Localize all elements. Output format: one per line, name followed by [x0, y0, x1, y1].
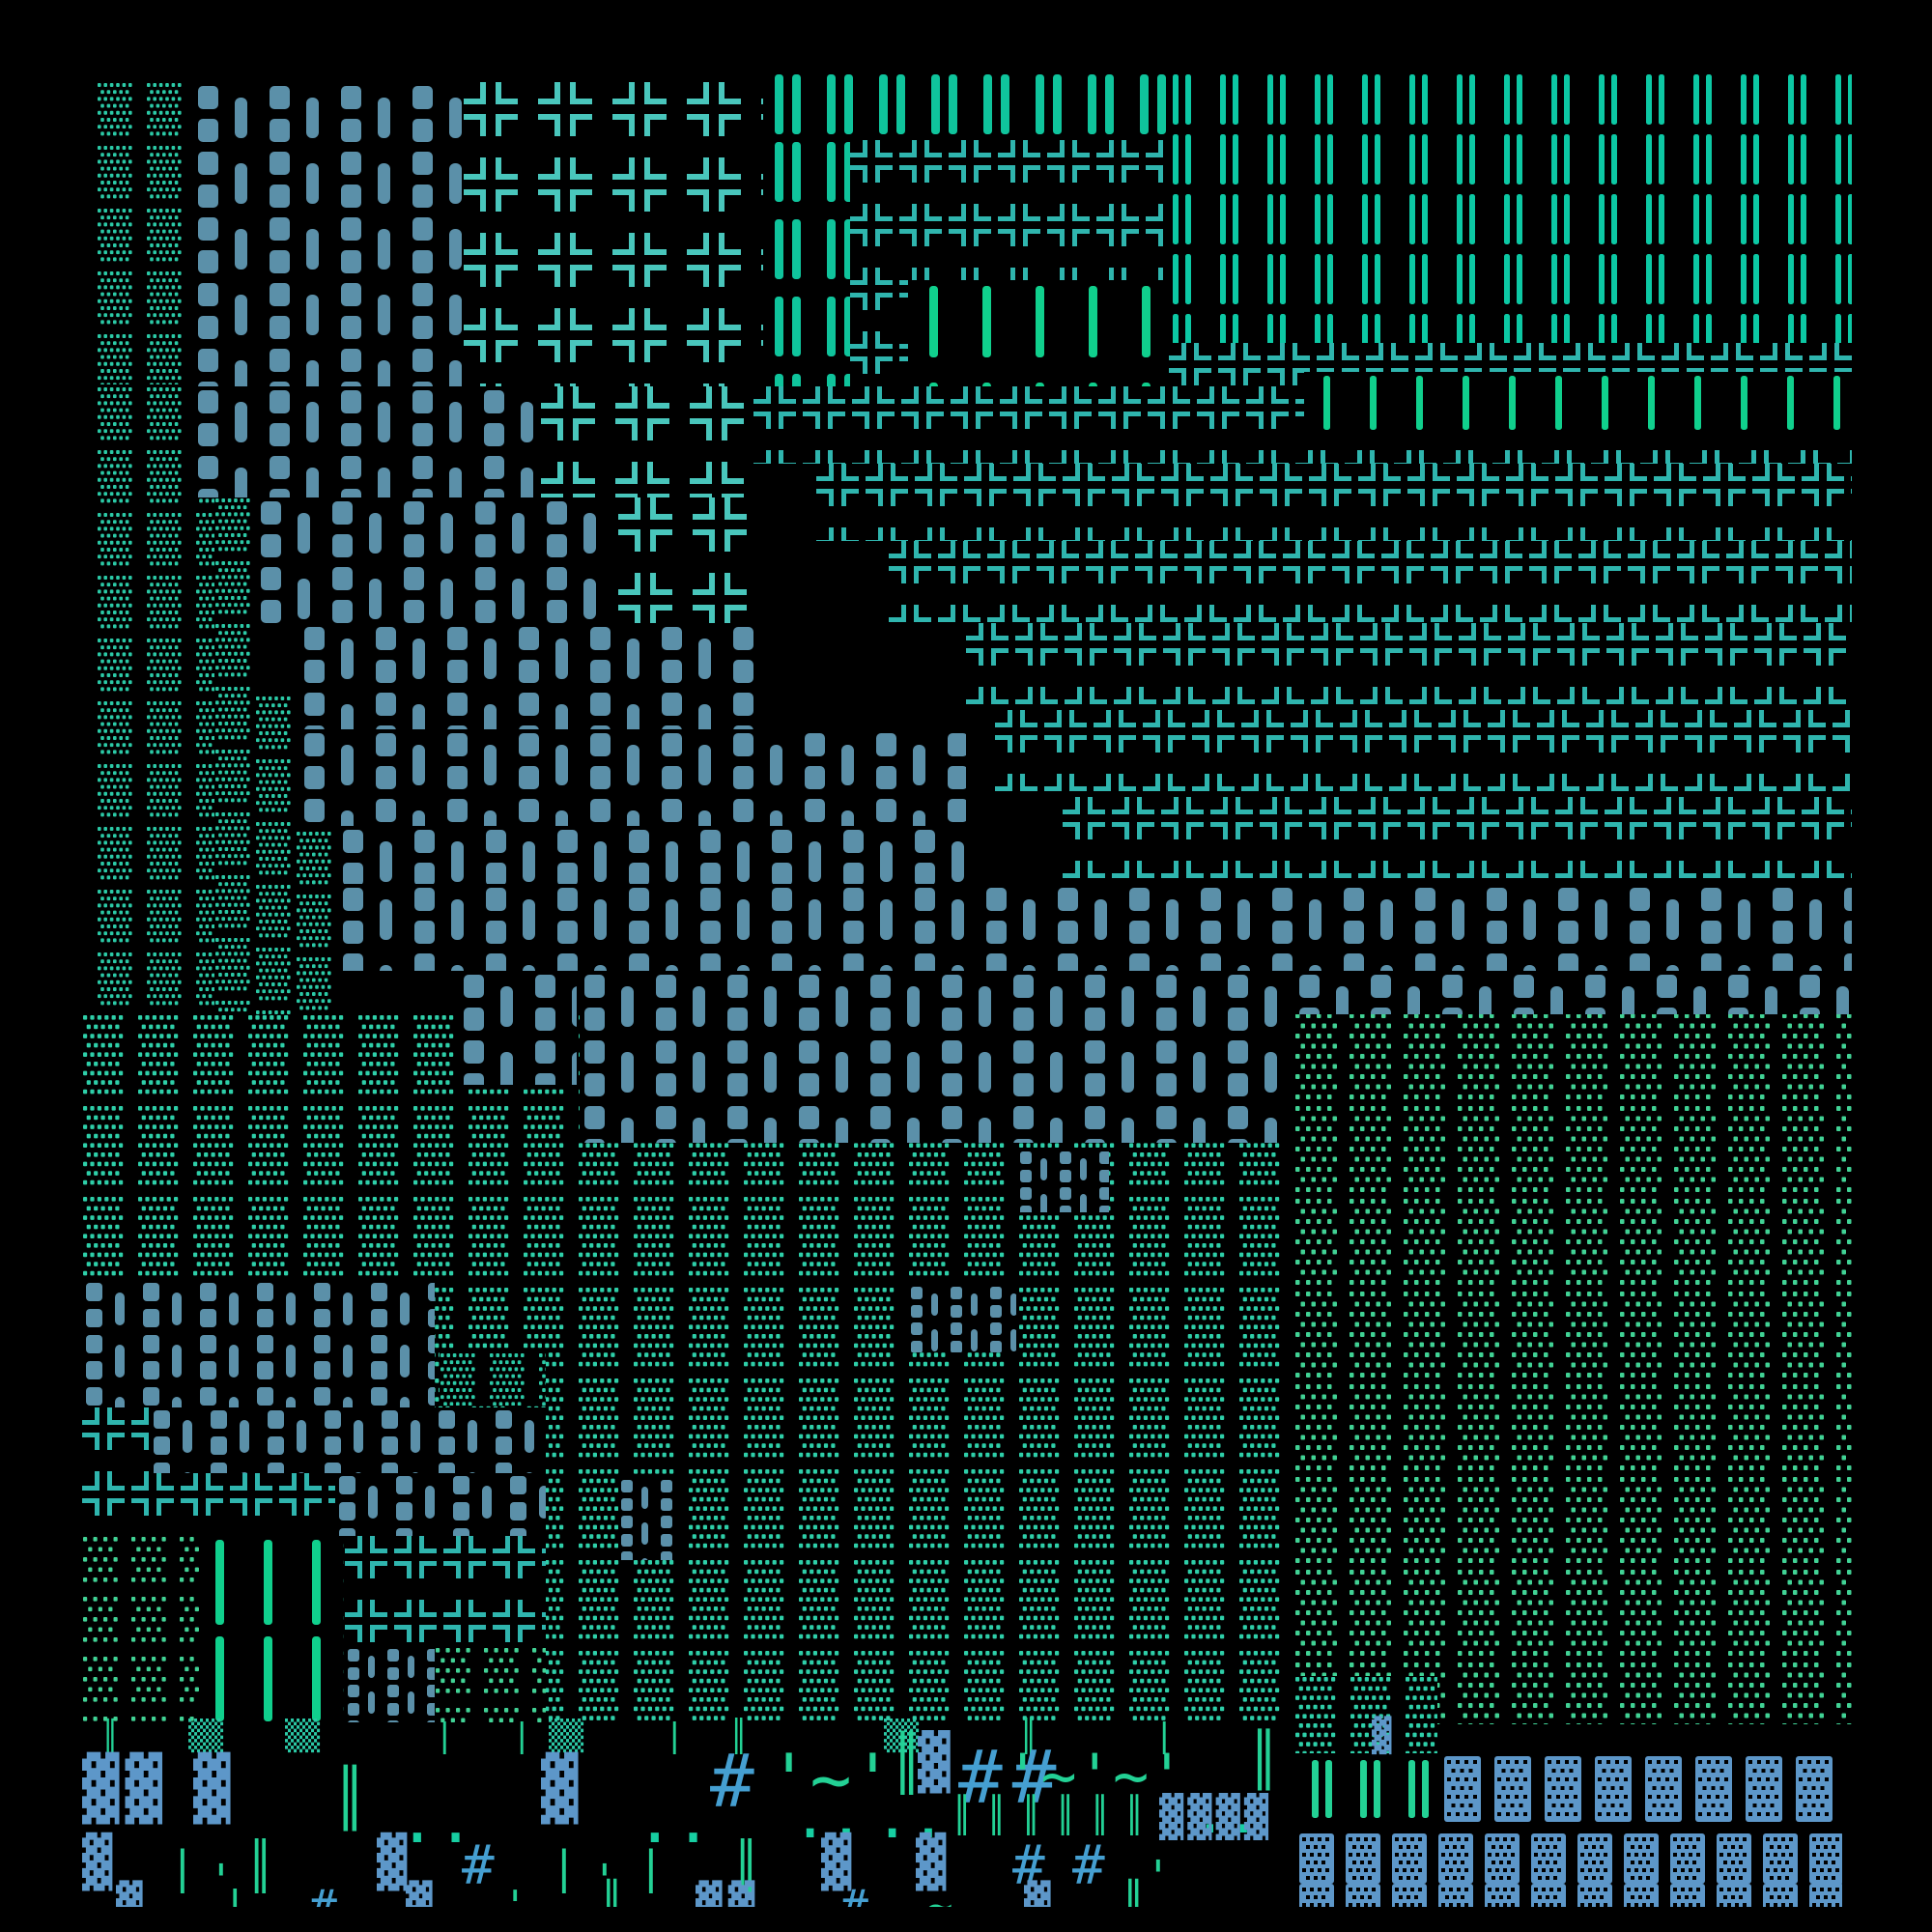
glyph-run-glyph-row-1: .. — [398, 1783, 475, 1858]
texture-tile-field-dots-topleft-a — [97, 82, 201, 384]
glyph-run-glyph-row-1: .. — [792, 1781, 865, 1852]
texture-tile-blue-band-5 — [299, 729, 966, 826]
texture-tile-cross-med-8 — [1063, 797, 1852, 884]
glyph-run-remnant-row: ║ — [1019, 1718, 1038, 1754]
texture-tile-cross-big-3 — [618, 497, 753, 623]
glyph-run-glyph-row-1: ║ — [891, 1732, 923, 1795]
glyph-run-glyph-row-2: ║ — [246, 1839, 274, 1893]
glyph-run-glyph-row-1: # — [710, 1738, 754, 1824]
glyph-run-glyph-row-2: ▓ — [916, 1833, 947, 1891]
glyph-run-glyph-row-1: ▓ — [193, 1753, 231, 1825]
glyph-run-remnant-row: ▒▒ — [549, 1719, 584, 1753]
glyph-run-glyph-row-1: ║ — [1248, 1729, 1280, 1790]
texture-tile-cross-big-2 — [541, 386, 753, 497]
texture-tile-blue-band-4 — [299, 623, 753, 729]
glyph-run-remnant-row: | — [512, 1717, 532, 1755]
glyph-run-glyph-row-1: ▓▓ — [82, 1753, 169, 1825]
texture-tile-stair-dots-3 — [296, 831, 338, 1014]
texture-tile-jumble-cross-1 — [82, 1407, 150, 1473]
texture-tile-stair-dots-1 — [214, 497, 257, 1014]
glyph-run-glyph-row-2: ║║║║║║ — [952, 1796, 1159, 1835]
texture-tile-dbar-med-2 — [763, 140, 850, 386]
texture-tile-cross-med-6 — [966, 623, 1852, 710]
texture-tile-jumble-blue-2 — [150, 1407, 546, 1473]
texture-tile-jumble-dots-1 — [440, 1352, 546, 1406]
texture-tile-dbar-med-1 — [763, 72, 1179, 140]
texture-tile-jumble-cross-3 — [345, 1536, 546, 1647]
texture-tile-weave-row-2 — [1299, 1833, 1842, 1891]
texture-tile-row-dbar-green — [1306, 1758, 1432, 1828]
glyph-run-glyph-row-2: | — [638, 1841, 665, 1893]
texture-tile-dbar-fine-topright — [1169, 72, 1852, 343]
glyph-run-remnant-row: | — [665, 1717, 685, 1755]
texture-tile-sbar-patch-2 — [1304, 372, 1852, 444]
texture-tile-blue-band-8 — [459, 971, 577, 1085]
glyph-run-glyph-row-1: '~' — [768, 1739, 895, 1820]
glyph-run-glyph-row-1: ## — [958, 1734, 1066, 1820]
glyph-run-remnant-row: ▒▒ — [188, 1719, 224, 1753]
texture-tile-stair-dots-2 — [255, 696, 298, 1014]
texture-tile-blue-band-7 — [338, 884, 1852, 971]
glyph-run-remnant-row: ▓ — [1372, 1717, 1392, 1755]
texture-tile-cross-med-4 — [816, 464, 1852, 541]
texture-tile-patch-dots-right — [1294, 1676, 1437, 1753]
texture-tile-weave-row-1 — [1444, 1756, 1842, 1830]
texture-tile-cross-med-7 — [995, 710, 1852, 797]
texture-tile-field-dots-light-right — [1294, 1012, 1852, 1724]
glyph-run-remnant-row: | — [435, 1717, 455, 1755]
glyph-run-glyph-row-1: .. — [636, 1783, 713, 1858]
glyph-run-remnant-row: | — [1154, 1717, 1175, 1755]
glyph-run-glyph-row-2: ' — [208, 1855, 235, 1907]
glyph-run-glyph-row-2: # — [1072, 1834, 1105, 1897]
texture-tile-blue-band-1 — [193, 82, 467, 386]
texture-tile-blue-right-strip — [1294, 971, 1852, 1014]
glyph-run-glyph-row-2: ▓▓▓▓ — [1159, 1793, 1273, 1840]
glyph-run-glyph-row-2: ▓ — [377, 1833, 408, 1891]
texture-tile-patch-blue-2 — [1017, 1150, 1109, 1212]
glyph-run-remnant-row: ║ — [101, 1719, 120, 1753]
glyph-run-glyph-row-2: ' — [1145, 1851, 1172, 1903]
glyph-run-glyph-row-2: ║ — [732, 1839, 760, 1893]
glyph-run-glyph-row-1: .. — [1193, 1780, 1261, 1846]
texture-tile-cross-med-5 — [889, 541, 1852, 623]
glyph-run-glyph-row-1: ▓ — [918, 1731, 951, 1794]
texture-tile-blue-band-2 — [193, 386, 541, 497]
texture-tile-jumble-lightdots-1 — [82, 1536, 200, 1722]
glyph-run-glyph-row-2: ▓ — [821, 1833, 852, 1891]
texture-tile-jumble-blue-3 — [335, 1473, 546, 1536]
texture-tile-blue-band-3 — [256, 497, 618, 623]
glyph-run-remnant-row: ║ — [729, 1718, 749, 1754]
glyph-run-glyph-row-2: | — [551, 1841, 578, 1893]
texture-tile-jumble-blue-1 — [82, 1280, 435, 1407]
glyph-run-glyph-row-2: # — [1012, 1834, 1045, 1897]
glyph-run-glyph-row-1: ║ — [333, 1765, 367, 1831]
texture-tile-jumble-blue-4 — [345, 1647, 435, 1722]
texture-tile-weave-row-3 — [1299, 1884, 1842, 1907]
glyph-run-remnant-row: ▒▒ — [884, 1719, 920, 1753]
glyph-run-glyph-row-2: # — [462, 1834, 495, 1897]
texture-tile-blue-band-9 — [580, 971, 1294, 1143]
glyph-run-glyph-row-2: ▓ — [82, 1833, 113, 1891]
glyph-run-glyph-row-1: .. — [874, 1781, 947, 1852]
texture-tile-patch-blue-3 — [908, 1285, 1016, 1352]
glyph-run-remnant-row: ▒▒ — [285, 1719, 321, 1753]
glyph-run-glyph-row-2: ' — [591, 1855, 618, 1907]
glyph-run-glyph-row-1: ▓ — [541, 1753, 579, 1825]
texture-tile-jumble-cross-2 — [82, 1473, 335, 1536]
texture-tile-patch-blue-1 — [618, 1478, 681, 1560]
texture-tile-jumble-lightdots-2 — [435, 1647, 546, 1722]
bottom-margin-mask — [0, 1907, 1932, 1932]
glyph-run-glyph-row-1: '~'~' — [1005, 1741, 1185, 1811]
texture-tile-sbar-patch-1 — [908, 280, 1169, 386]
glyph-run-glyph-row-2: | — [169, 1841, 196, 1893]
texture-tile-blue-band-6 — [338, 826, 966, 884]
texture-tile-jumble-sbar — [200, 1536, 343, 1722]
